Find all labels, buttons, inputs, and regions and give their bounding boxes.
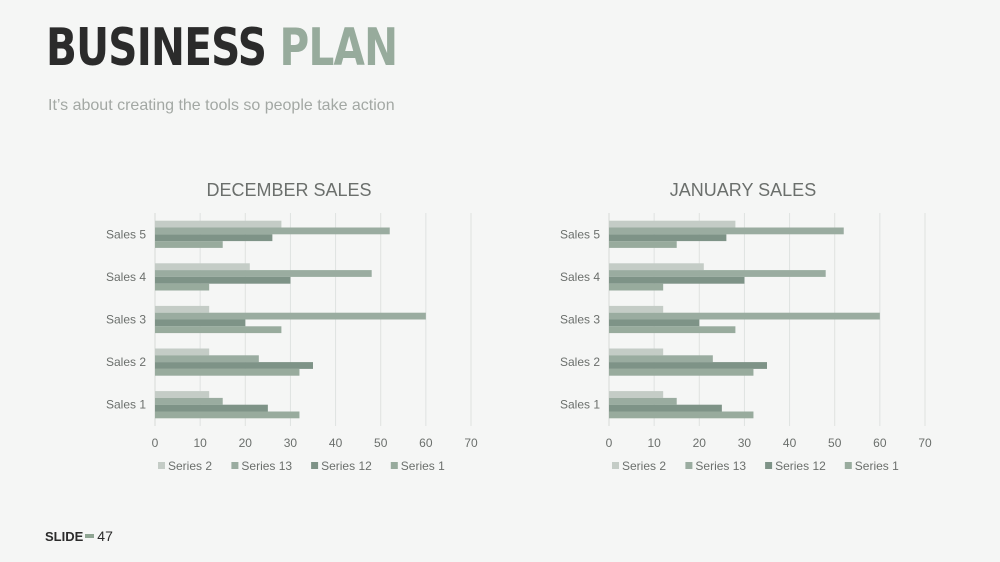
x-tick-label: 70 [918,436,932,450]
legend-swatch-series-1 [844,462,852,469]
bar-series-2-sales-2 [155,348,210,356]
footer-dash-icon [85,534,95,538]
x-tick-label: 40 [329,436,343,450]
bar-series-1-sales-1 [155,411,300,419]
title-word-business: BUSINESS [46,18,267,78]
category-label-sales-1: Sales 1 [560,398,600,412]
legend-label-series-12: Series 12 [321,459,372,473]
chart-svg: DECEMBER SALES 0 10 20 30 40 50 60 70 Sales 1 Sale… [106,180,478,473]
bar-series-2-sales-4 [609,263,704,271]
category-label-sales-3: Sales 3 [560,313,600,327]
x-tick-label: 30 [738,436,752,450]
bar-series-13-sales-5 [155,227,390,235]
bar-series-1-sales-4 [155,283,210,291]
bar-series-13-sales-4 [609,270,826,277]
bar-series-1-sales-2 [155,368,300,376]
category-label-sales-2: Sales 2 [106,355,146,369]
legend-swatch-series-2 [612,462,619,469]
bar-series-13-sales-2 [609,355,713,363]
bar-series-13-sales-5 [609,227,844,235]
title-word-plan: PLAN [279,18,399,78]
bar-series-13-sales-3 [155,312,426,320]
legend-swatch-series-1 [390,462,398,469]
legend-swatch-series-12 [765,462,773,469]
slide-label: SLIDE [45,528,84,544]
bar-series-12-sales-4 [155,276,291,284]
bar-series-12-sales-3 [609,319,700,327]
bar-series-2-sales-1 [155,391,210,398]
category-label-sales-1: Sales 1 [106,398,146,412]
bar-series-13-sales-2 [155,355,259,363]
legend-label-series-1: Series 1 [855,459,899,473]
bar-series-12-sales-1 [609,404,722,412]
bar-series-1-sales-5 [609,241,677,248]
legend-swatch-series-12 [311,462,319,469]
bar-series-2-sales-5 [609,220,736,228]
legend-label-series-2: Series 2 [168,459,212,473]
january-sales-chart: JANUARY SALES 0 10 20 30 40 50 60 70 Sales 1 Sales… [524,170,944,480]
bar-series-13-sales-1 [609,397,677,405]
legend-swatch-series-2 [158,462,165,469]
bar-series-12-sales-3 [155,319,246,327]
bar-series-13-sales-1 [155,397,223,405]
bar-series-12-sales-4 [609,276,745,284]
bar-series-2-sales-5 [155,220,282,228]
x-tick-label: 10 [193,436,207,450]
category-label-sales-5: Sales 5 [560,227,600,241]
bar-series-12-sales-2 [609,362,767,369]
x-tick-label: 0 [606,436,613,450]
x-tick-label: 0 [152,436,159,450]
bar-series-2-sales-4 [155,263,250,271]
page-title: BUSINESS PLAN [46,22,398,74]
bar-series-12-sales-5 [609,234,727,242]
slide-number: 47 [97,528,113,544]
bar-series-1-sales-5 [155,241,223,248]
legend-label-series-13: Series 13 [695,459,746,473]
legend-label-series-13: Series 13 [241,459,292,473]
bar-series-1-sales-2 [609,368,754,376]
legend-swatch-series-13 [231,462,239,469]
bar-series-12-sales-2 [155,362,313,369]
legend-label-series-2: Series 2 [622,459,666,473]
legend-swatch-series-13 [685,462,693,469]
bar-series-1-sales-3 [609,326,736,334]
x-tick-label: 50 [828,436,842,450]
bar-series-12-sales-5 [155,234,273,242]
x-tick-label: 60 [419,436,433,450]
x-tick-label: 70 [464,436,478,450]
x-tick-label: 20 [693,436,707,450]
category-label-sales-3: Sales 3 [106,313,146,327]
x-tick-label: 20 [239,436,253,450]
bar-series-12-sales-1 [155,404,268,412]
chart-title: JANUARY SALES [670,180,816,200]
bar-series-1-sales-1 [609,411,754,419]
page-subtitle: It’s about creating the tools so people … [48,97,395,114]
x-tick-label: 50 [374,436,388,450]
legend-label-series-1: Series 1 [401,459,445,473]
bar-series-1-sales-3 [155,326,282,334]
december-sales-chart: DECEMBER SALES 0 10 20 30 40 50 60 70 Sales 1 Sale… [70,170,490,480]
bar-series-2-sales-3 [609,305,664,313]
bar-series-2-sales-1 [609,391,664,398]
category-label-sales-2: Sales 2 [560,355,600,369]
chart-title: DECEMBER SALES [206,180,371,200]
x-tick-label: 60 [873,436,887,450]
x-tick-label: 30 [284,436,298,450]
bar-series-13-sales-4 [155,270,372,277]
x-tick-label: 10 [647,436,661,450]
bar-series-13-sales-3 [609,312,880,320]
x-tick-label: 40 [783,436,797,450]
legend-label-series-12: Series 12 [775,459,826,473]
slide-footer: SLIDE 47 [45,528,113,544]
category-label-sales-5: Sales 5 [106,227,146,241]
category-label-sales-4: Sales 4 [106,270,146,284]
bar-series-2-sales-2 [609,348,664,356]
category-label-sales-4: Sales 4 [560,270,600,284]
bar-series-2-sales-3 [155,305,210,313]
bar-series-1-sales-4 [609,283,664,291]
chart-svg: JANUARY SALES 0 10 20 30 40 50 60 70 Sales 1 Sales… [560,180,932,473]
